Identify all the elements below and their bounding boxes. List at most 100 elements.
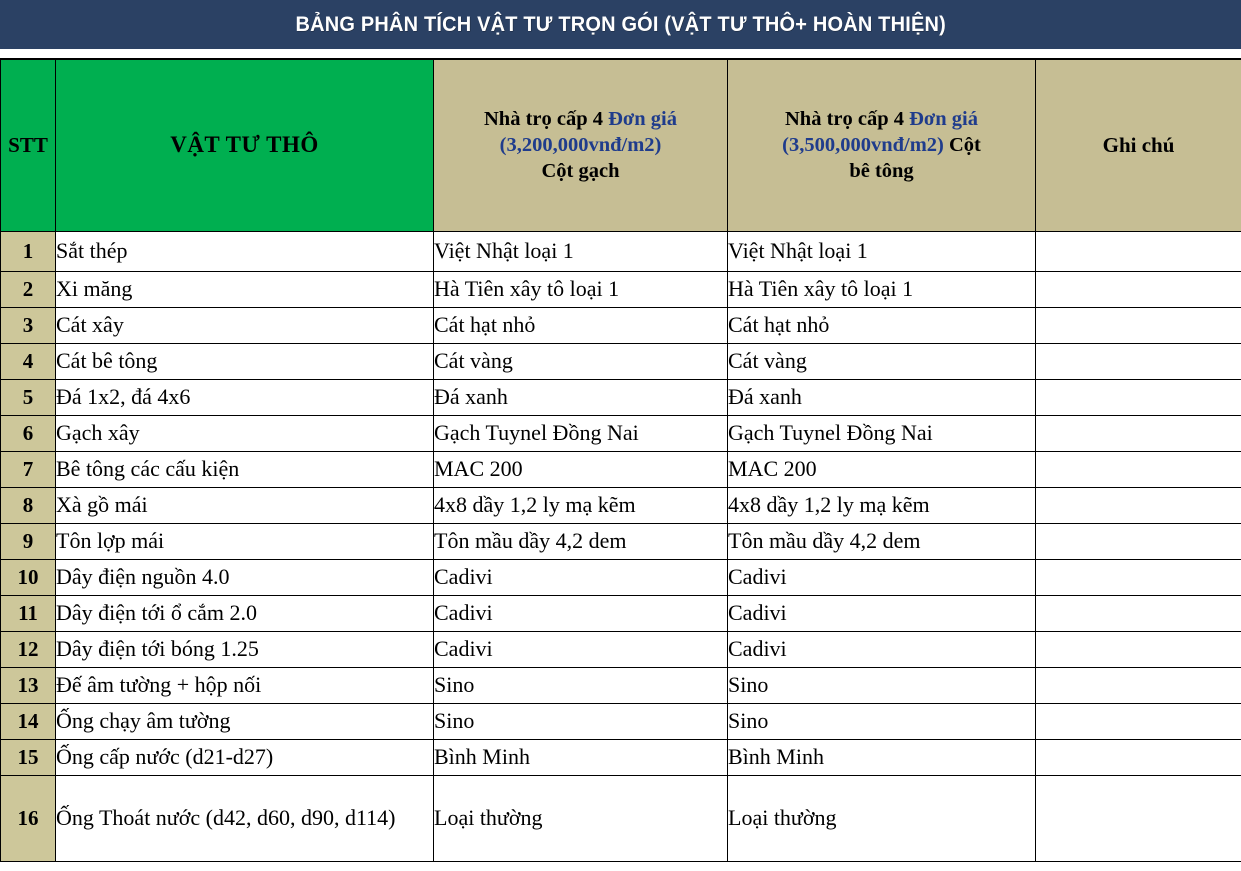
cell-note xyxy=(1035,342,1241,380)
cell-note xyxy=(1035,774,1241,862)
cell-stt: 12 xyxy=(0,630,56,668)
table-row: 6 Gạch xây Gạch Tuynel Đồng Nai Gạch Tuy… xyxy=(0,414,1241,452)
cell-price-3500000: MAC 200 xyxy=(727,450,1036,488)
cell-stt: 4 xyxy=(0,342,56,380)
cell-stt: 2 xyxy=(0,270,56,308)
title-banner: BẢNG PHÂN TÍCH VẬT TƯ TRỌN GÓI (VẬT TƯ T… xyxy=(0,0,1241,49)
cell-material: Tôn lợp mái xyxy=(55,522,434,560)
price32-label-prefix: Nhà trọ cấp 4 xyxy=(483,107,609,130)
cell-material: Bê tông các cấu kiện xyxy=(55,450,434,488)
cell-stt: 1 xyxy=(0,230,56,272)
cell-material: Xà gồ mái xyxy=(55,486,434,524)
cell-stt: 8 xyxy=(0,486,56,524)
cell-price-3200000: Sino xyxy=(433,666,728,704)
cell-price-3200000: Đá xanh xyxy=(433,378,728,416)
cell-price-3200000: Cadivi xyxy=(433,594,728,632)
cell-price-3200000: Cát vàng xyxy=(433,342,728,380)
table-row: 8 Xà gồ mái 4x8 dầy 1,2 ly mạ kẽm 4x8 dầ… xyxy=(0,486,1241,524)
cell-price-3500000: Hà Tiên xây tô loại 1 xyxy=(727,270,1036,308)
cell-stt: 7 xyxy=(0,450,56,488)
cell-price-3500000: Gạch Tuynel Đồng Nai xyxy=(727,414,1036,452)
table-row: 14 Ống chạy âm tường Sino Sino xyxy=(0,702,1241,740)
table-row: 3 Cát xây Cát hạt nhỏ Cát hạt nhỏ xyxy=(0,306,1241,344)
cell-material: Gạch xây xyxy=(55,414,434,452)
cell-note xyxy=(1035,594,1241,632)
cell-stt: 15 xyxy=(0,738,56,776)
table-row: 5 Đá 1x2, đá 4x6 Đá xanh Đá xanh xyxy=(0,378,1241,416)
cell-price-3500000: Cát vàng xyxy=(727,342,1036,380)
cell-note xyxy=(1035,666,1241,704)
cell-note xyxy=(1035,230,1241,272)
table-header-row: STT VẬT TƯ THÔ Nhà trọ cấp 4 Đơn giá (3,… xyxy=(0,58,1241,232)
cell-stt: 13 xyxy=(0,666,56,704)
price35-label-prefix: Nhà trọ cấp 4 xyxy=(784,107,910,130)
price35-column-type-part2: bê tông xyxy=(849,160,914,183)
cell-price-3200000: Sino xyxy=(433,702,728,740)
cell-price-3200000: Cát hạt nhỏ xyxy=(433,306,728,344)
cell-material: Ống cấp nước (d21-d27) xyxy=(55,738,434,776)
cell-material: Dây điện nguồn 4.0 xyxy=(55,558,434,596)
cell-stt: 16 xyxy=(0,774,56,862)
cell-note xyxy=(1035,558,1241,596)
cell-price-3500000: Sino xyxy=(727,702,1036,740)
column-header-price-3500000: Nhà trọ cấp 4 Đơn giá (3,500,000vnđ/m2) … xyxy=(727,58,1036,232)
cell-stt: 9 xyxy=(0,522,56,560)
table-row: 16 Ống Thoát nước (d42, d60, d90, d114) … xyxy=(0,774,1241,862)
cell-stt: 10 xyxy=(0,558,56,596)
cell-note xyxy=(1035,738,1241,776)
cell-price-3200000: MAC 200 xyxy=(433,450,728,488)
cell-material: Sắt thép xyxy=(55,230,434,272)
cell-price-3500000: Tôn mầu dầy 4,2 dem xyxy=(727,522,1036,560)
page-title: BẢNG PHÂN TÍCH VẬT TƯ TRỌN GÓI (VẬT TƯ T… xyxy=(295,12,946,36)
cell-note xyxy=(1035,450,1241,488)
cell-stt: 3 xyxy=(0,306,56,344)
table-row: 1 Sắt thép Việt Nhật loại 1 Việt Nhật lo… xyxy=(0,230,1241,272)
price35-amount: (3,500,000vnđ/m2) xyxy=(782,134,944,157)
cell-note xyxy=(1035,486,1241,524)
table-row: 9 Tôn lợp mái Tôn mầu dầy 4,2 dem Tôn mầ… xyxy=(0,522,1241,560)
table-row: 15 Ống cấp nước (d21-d27) Bình Minh Bình… xyxy=(0,738,1241,776)
table-row: 2 Xi măng Hà Tiên xây tô loại 1 Hà Tiên … xyxy=(0,270,1241,308)
column-header-material: VẬT TƯ THÔ xyxy=(55,58,434,232)
cell-price-3200000: Tôn mầu dầy 4,2 dem xyxy=(433,522,728,560)
column-header-price-3200000: Nhà trọ cấp 4 Đơn giá (3,200,000vnđ/m2) … xyxy=(433,58,728,232)
table-row: 4 Cát bê tông Cát vàng Cát vàng xyxy=(0,342,1241,380)
cell-stt: 6 xyxy=(0,414,56,452)
cell-note xyxy=(1035,702,1241,740)
cell-note xyxy=(1035,414,1241,452)
cell-price-3500000: Đá xanh xyxy=(727,378,1036,416)
cell-price-3200000: Cadivi xyxy=(433,630,728,668)
cell-note xyxy=(1035,378,1241,416)
column-header-note: Ghi chú xyxy=(1035,58,1241,232)
price32-column-type: Cột gạch xyxy=(541,160,620,183)
table-row: 12 Dây điện tới bóng 1.25 Cadivi Cadivi xyxy=(0,630,1241,668)
table-row: 13 Đế âm tường + hộp nối Sino Sino xyxy=(0,666,1241,704)
cell-price-3500000: Cadivi xyxy=(727,594,1036,632)
price32-amount: (3,200,000vnđ/m2) xyxy=(499,134,662,157)
cell-stt: 11 xyxy=(0,594,56,632)
cell-price-3200000: Cadivi xyxy=(433,558,728,596)
cell-price-3200000: Loại thường xyxy=(433,774,728,862)
cell-price-3500000: Bình Minh xyxy=(727,738,1036,776)
cell-price-3500000: Việt Nhật loại 1 xyxy=(727,230,1036,272)
cell-material: Đá 1x2, đá 4x6 xyxy=(55,378,434,416)
cell-price-3500000: Cadivi xyxy=(727,558,1036,596)
column-header-stt: STT xyxy=(0,58,56,232)
cell-material: Dây điện tới bóng 1.25 xyxy=(55,630,434,668)
cell-price-3500000: Cadivi xyxy=(727,630,1036,668)
cell-price-3200000: Gạch Tuynel Đồng Nai xyxy=(433,414,728,452)
cell-material: Ống Thoát nước (d42, d60, d90, d114) xyxy=(55,774,434,862)
cell-price-3500000: Loại thường xyxy=(727,774,1036,862)
cell-price-3500000: 4x8 dầy 1,2 ly mạ kẽm xyxy=(727,486,1036,524)
cell-note xyxy=(1035,270,1241,308)
price35-column-type-part1: Cột xyxy=(943,134,981,157)
price32-unitprice-word: Đơn giá xyxy=(608,107,678,130)
cell-price-3200000: Việt Nhật loại 1 xyxy=(433,230,728,272)
price35-unitprice-word: Đơn giá xyxy=(909,107,979,130)
banner-spacer xyxy=(0,49,1241,58)
cell-stt: 5 xyxy=(0,378,56,416)
table-row: 11 Dây điện tới ổ cắm 2.0 Cadivi Cadivi xyxy=(0,594,1241,632)
cell-material: Đế âm tường + hộp nối xyxy=(55,666,434,704)
cell-material: Cát bê tông xyxy=(55,342,434,380)
cell-note xyxy=(1035,306,1241,344)
